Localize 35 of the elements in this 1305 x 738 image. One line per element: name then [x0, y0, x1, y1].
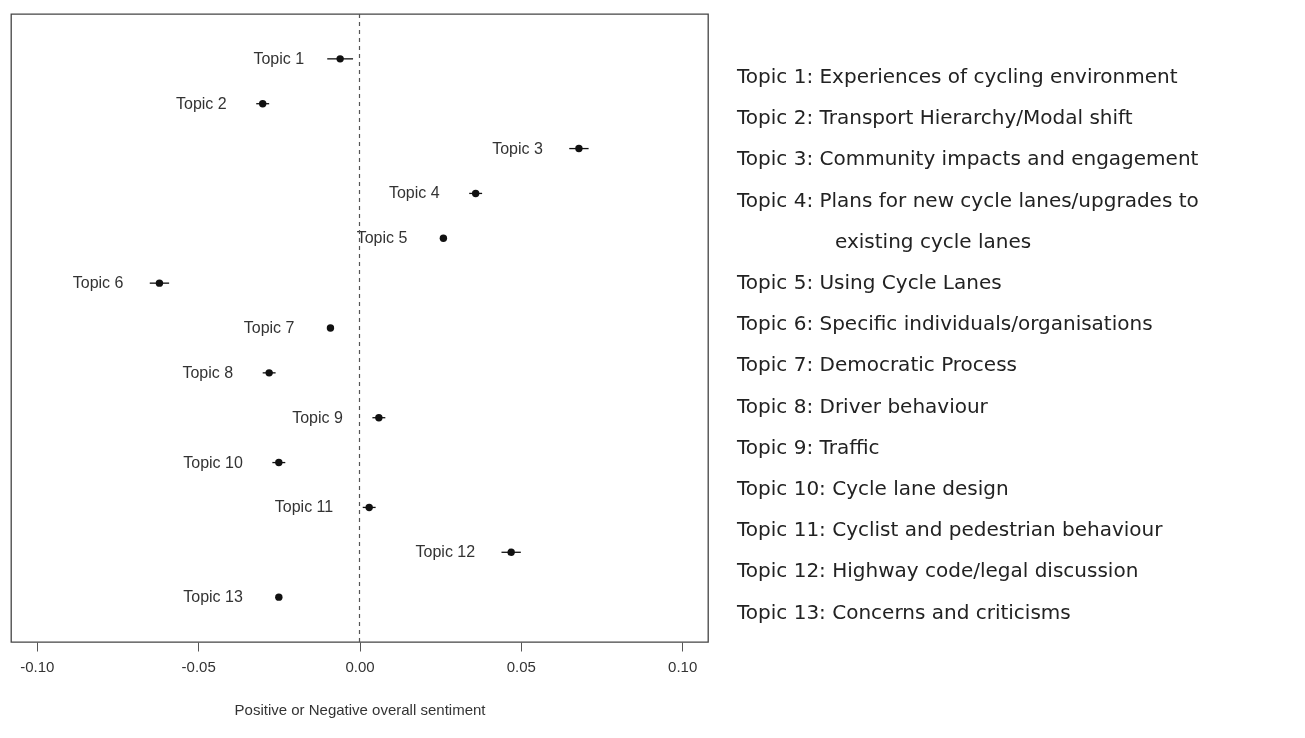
y-tick-label: Topic 12 — [415, 543, 476, 561]
y-tick-label: Topic 2 — [175, 94, 227, 112]
point — [275, 593, 283, 601]
text: Topic 6: Specific individuals/organisations — [736, 311, 1153, 336]
y-tick-label: Topic 7 — [243, 319, 295, 336]
text: Topic 4: Plans for new cycle lanes/upgrades to existing cycle lanes — [736, 187, 1199, 253]
text: Topic 13: Concerns and criticisms — [736, 599, 1071, 624]
text: Topic 9: Traffic — [736, 434, 880, 459]
x-tick-label: -0.05 — [181, 657, 216, 675]
text: Topic 2: Transport Hierarchy/Modal shift — [736, 105, 1133, 130]
y-tick-label: Topic 10 — [183, 453, 243, 471]
text: Topic 3: Community impacts and engagement — [736, 146, 1199, 171]
text: Topic 5: Using Cycle Lanes — [736, 270, 1002, 294]
y-tick-label: Topic 5 — [356, 229, 408, 247]
text: Topic 1: Experiences of cycling environment — [736, 64, 1178, 88]
text: Topic 7: Democratic Process — [736, 352, 1017, 377]
y-tick-label: Topic 13 — [183, 588, 243, 606]
y-tick-label: Topic 4 — [388, 184, 440, 202]
point — [439, 234, 448, 242]
point — [326, 324, 335, 332]
x-tick-label: -0.10 — [20, 657, 55, 675]
y-tick-label: Topic 1 — [253, 49, 305, 67]
x-tick-label: 0.00 — [345, 657, 375, 675]
text: Topic 10: Cycle lane design — [736, 476, 1009, 500]
x-axis-title: Positive or Negative overall sentiment — [234, 700, 487, 718]
y-tick-label: Topic 3 — [492, 139, 544, 157]
y-tick-label: Topic 9 — [292, 408, 343, 426]
y-tick-label: Topic 11 — [274, 498, 334, 516]
x-tick-label: 0.05 — [506, 657, 536, 675]
text: Topic 8: Driver behaviour — [736, 393, 989, 418]
y-tick-label: Topic 8 — [182, 363, 234, 381]
text: Topic 12: Highway code/legal discussion — [736, 558, 1139, 583]
x-tick-label: 0.10 — [668, 657, 698, 675]
text: Topic 11: Cyclist and pedestrian behaviour — [736, 517, 1164, 542]
y-tick-label: Topic 6 — [72, 274, 124, 292]
